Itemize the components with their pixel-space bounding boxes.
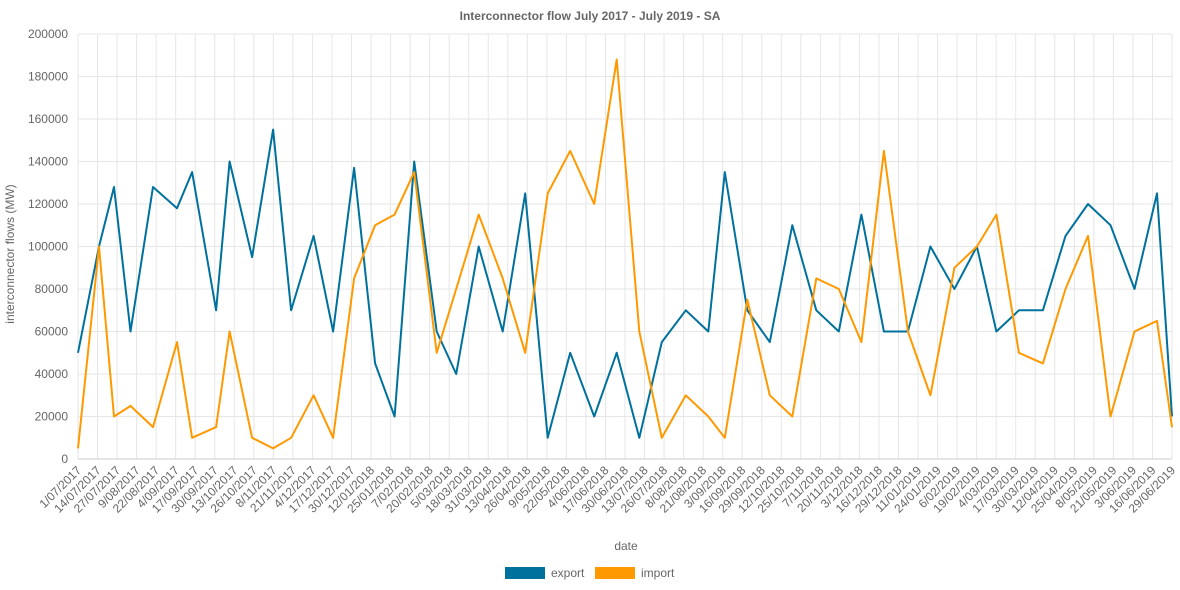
legend: export import [505,566,675,580]
series-lines [77,58,1173,450]
y-tick-label: 140000 [28,155,68,169]
legend-item-export[interactable]: export [505,566,585,580]
legend-label: export [551,566,585,580]
y-tick-label: 0 [61,452,68,466]
y-axis-ticks: 0 20000 40000 60000 80000 100000 120000 140000 1… [28,27,68,466]
y-tick-label: 40000 [35,367,69,381]
y-tick-label: 20000 [35,410,69,424]
import-series-line [77,58,1173,450]
y-tick-label: 200000 [28,27,68,41]
y-tick-label: 60000 [35,325,69,339]
y-tick-label: 120000 [28,197,68,211]
legend-label: import [641,566,675,580]
legend-swatch [595,567,635,579]
y-axis-label: interconnector flows (MW) [3,184,17,323]
y-tick-label: 80000 [35,282,69,296]
y-tick-label: 180000 [28,70,68,84]
gridlines [77,33,1173,460]
y-tick-label: 100000 [28,240,68,254]
legend-swatch [505,567,545,579]
export-series-line [77,128,1173,439]
x-axis-label: date [614,539,638,553]
chart-title: Interconnector flow July 2017 - July 201… [460,9,721,23]
x-axis-ticks: 1/07/201714/07/201727/07/20179/08/201722… [36,463,1178,516]
legend-item-import[interactable]: import [595,566,675,580]
y-tick-label: 160000 [28,112,68,126]
